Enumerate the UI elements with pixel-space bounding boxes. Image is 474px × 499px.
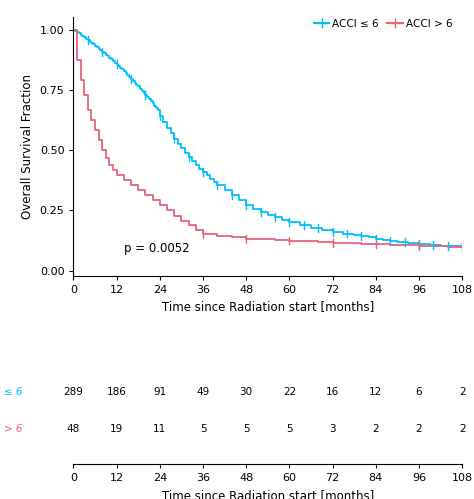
- Legend: ACCI ≤ 6, ACCI > 6: ACCI ≤ 6, ACCI > 6: [310, 15, 457, 33]
- Text: 48: 48: [67, 424, 80, 434]
- Text: 5: 5: [200, 424, 206, 434]
- Text: 22: 22: [283, 387, 296, 397]
- Text: p = 0.0052: p = 0.0052: [124, 242, 190, 255]
- Text: 49: 49: [196, 387, 210, 397]
- Text: 91: 91: [153, 387, 166, 397]
- Text: 12: 12: [369, 387, 383, 397]
- X-axis label: Time since Radiation start [months]: Time since Radiation start [months]: [162, 489, 374, 499]
- Text: 5: 5: [243, 424, 249, 434]
- Text: 16: 16: [326, 387, 339, 397]
- Text: 2: 2: [416, 424, 422, 434]
- Text: 30: 30: [240, 387, 253, 397]
- Text: 19: 19: [110, 424, 123, 434]
- Text: 5: 5: [286, 424, 293, 434]
- Text: 2: 2: [373, 424, 379, 434]
- Y-axis label: Overall Survival Fraction: Overall Survival Fraction: [21, 74, 34, 219]
- Text: 2: 2: [459, 424, 465, 434]
- Text: 6: 6: [416, 387, 422, 397]
- Text: 3: 3: [329, 424, 336, 434]
- Text: 11: 11: [153, 424, 166, 434]
- Text: ACCI ≤ 6: ACCI ≤ 6: [0, 387, 23, 397]
- Text: 186: 186: [107, 387, 127, 397]
- Text: 2: 2: [459, 387, 465, 397]
- Text: 289: 289: [64, 387, 83, 397]
- X-axis label: Time since Radiation start [months]: Time since Radiation start [months]: [162, 300, 374, 313]
- Text: ACCI > 6: ACCI > 6: [0, 424, 23, 434]
